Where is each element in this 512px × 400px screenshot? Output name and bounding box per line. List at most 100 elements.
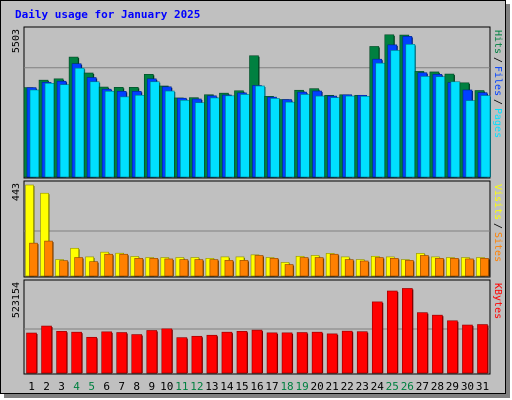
bar-sites-day-18 [284, 264, 294, 277]
bar-sites-day-20 [314, 257, 324, 277]
bar-sites-day-6 [104, 253, 113, 277]
bar-pages-day-6 [104, 91, 115, 178]
bar-kbytes-day-14 [221, 331, 233, 374]
panel-visits-sites-legend-sites: Sites [492, 232, 503, 262]
bar-pages-day-25 [390, 50, 401, 178]
bar-pages-day-17 [270, 98, 280, 178]
bar-kbytes-day-3 [56, 331, 67, 374]
x-tick-label-day-10: 10 [160, 380, 173, 393]
bar-kbytes-day-26 [402, 288, 413, 374]
bar-sites-day-11 [179, 259, 189, 277]
bar-sites-day-3 [59, 260, 68, 277]
x-tick-label-day-15: 15 [235, 380, 248, 393]
x-tick-label-day-24: 24 [371, 380, 385, 393]
bar-kbytes-day-10 [161, 328, 173, 374]
x-tick-label-day-13: 13 [205, 380, 218, 393]
x-tick-label-day-25: 25 [386, 380, 399, 393]
bar-kbytes-day-13 [206, 334, 218, 374]
bar-sites-day-14 [224, 260, 234, 277]
panel-hits-files-pages-legend-separator-1: / [492, 57, 503, 63]
x-tick-label-day-18: 18 [280, 380, 293, 393]
bar-pages-day-24 [375, 62, 386, 178]
bar-pages-day-23 [360, 96, 371, 178]
x-tick-label-day-19: 19 [295, 380, 308, 393]
bar-pages-day-13 [210, 97, 220, 178]
bar-kbytes-day-8 [131, 334, 143, 374]
bar-sites-day-7 [119, 253, 129, 277]
bar-kbytes-day-23 [356, 331, 368, 374]
x-tick-label-day-8: 8 [133, 380, 140, 393]
bar-pages-day-18 [285, 101, 295, 178]
bar-pages-day-27 [420, 76, 431, 178]
bar-pages-day-26 [405, 44, 416, 178]
bar-sites-day-5 [89, 261, 98, 277]
bar-kbytes-day-28 [432, 314, 443, 374]
bar-pages-day-4 [74, 67, 85, 178]
bar-pages-day-10 [165, 90, 175, 178]
bar-pages-day-29 [450, 81, 461, 178]
x-tick-label-day-7: 7 [118, 380, 125, 393]
bar-pages-day-31 [480, 95, 491, 178]
x-tick-label-day-23: 23 [356, 380, 369, 393]
bar-pages-day-16 [255, 85, 265, 178]
bar-sites-day-26 [405, 260, 414, 277]
panel-hits-files-pages-ymax-label: 5503 [11, 29, 22, 53]
x-tick-label-day-1: 1 [28, 380, 35, 393]
panel-visits-sites-ymax-label: 443 [11, 183, 22, 201]
bar-kbytes-day-30 [462, 324, 473, 374]
bar-kbytes-day-22 [341, 330, 353, 374]
bar-pages-day-7 [119, 96, 130, 178]
x-tick-label-day-16: 16 [250, 380, 263, 393]
x-tick-label-day-27: 27 [416, 380, 429, 393]
bar-kbytes-day-20 [311, 331, 323, 374]
x-tick-label-day-2: 2 [43, 380, 50, 393]
x-tick-label-day-22: 22 [341, 380, 354, 393]
bar-sites-day-21 [329, 253, 339, 277]
bar-sites-day-23 [359, 260, 369, 277]
bar-pages-day-30 [465, 100, 476, 178]
x-tick-label-day-5: 5 [88, 380, 95, 393]
panel-hits-files-pages-legend-pages: Pages [492, 108, 503, 138]
bar-kbytes-day-4 [71, 331, 82, 374]
bar-kbytes-day-31 [477, 324, 488, 374]
bar-kbytes-day-6 [101, 331, 112, 374]
x-tick-label-day-29: 29 [446, 380, 459, 393]
bar-kbytes-day-27 [417, 312, 428, 374]
chart-title: Daily usage for January 2025 [15, 8, 200, 21]
x-tick-label-day-28: 28 [431, 380, 444, 393]
bar-kbytes-day-25 [386, 290, 398, 374]
bar-pages-day-19 [300, 94, 310, 178]
bar-pages-day-8 [134, 94, 145, 178]
bar-sites-day-25 [389, 258, 399, 277]
bar-kbytes-day-29 [447, 320, 458, 374]
bar-pages-day-22 [345, 95, 355, 178]
x-tick-label-day-12: 12 [190, 380, 203, 393]
x-tick-label-day-21: 21 [326, 380, 339, 393]
panel-visits-sites-legend-separator-1: / [492, 223, 503, 229]
panel-kbytes-ymax-label: 523154 [11, 282, 22, 318]
x-tick-label-day-11: 11 [175, 380, 188, 393]
x-tick-label-day-4: 4 [73, 380, 80, 393]
x-tick-label-day-17: 17 [265, 380, 278, 393]
x-tick-label-day-30: 30 [461, 380, 474, 393]
bar-kbytes-day-17 [266, 332, 278, 374]
bar-pages-day-11 [180, 100, 190, 178]
bar-kbytes-day-11 [176, 337, 188, 374]
bar-pages-day-5 [89, 81, 100, 178]
bar-sites-day-27 [420, 255, 429, 277]
bar-kbytes-day-15 [236, 331, 248, 374]
bar-pages-day-28 [435, 76, 446, 178]
bar-sites-day-30 [465, 258, 474, 277]
bar-kbytes-day-12 [191, 335, 203, 374]
x-tick-label-day-31: 31 [476, 380, 489, 393]
bar-sites-day-4 [74, 257, 83, 277]
bar-pages-day-1 [29, 89, 40, 178]
bar-sites-day-24 [374, 257, 384, 277]
bar-sites-day-22 [344, 259, 354, 277]
panel-visits-sites-legend-visits: Visits [492, 184, 503, 220]
bar-sites-day-8 [134, 258, 144, 277]
bar-pages-day-15 [240, 94, 250, 178]
bar-sites-day-19 [299, 257, 309, 277]
bar-sites-day-2 [44, 240, 53, 277]
bar-sites-day-9 [149, 258, 159, 277]
